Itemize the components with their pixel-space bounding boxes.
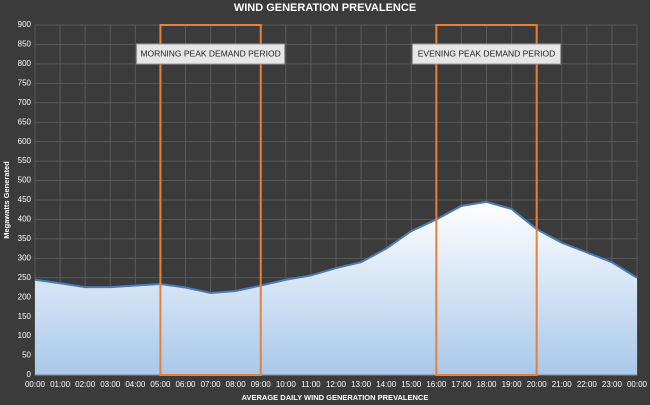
x-tick-label: 19:00 bbox=[502, 380, 523, 389]
peak-period-box bbox=[435, 24, 538, 376]
y-tick-label: 750 bbox=[18, 78, 32, 87]
x-tick-label: 00:00 bbox=[25, 380, 46, 389]
y-tick-label: 650 bbox=[18, 117, 32, 126]
x-tick-label: 11:00 bbox=[301, 380, 321, 389]
x-tick-label: 14:00 bbox=[376, 380, 397, 389]
y-tick-label: 600 bbox=[18, 137, 32, 146]
y-tick-label: 800 bbox=[18, 59, 32, 68]
x-tick-label: 06:00 bbox=[175, 380, 196, 389]
x-tick-label: 10:00 bbox=[276, 380, 297, 389]
peak-period-box bbox=[159, 24, 262, 376]
annotation-label: MORNING PEAK DEMAND PERIOD bbox=[140, 48, 280, 58]
x-tick-label: 08:00 bbox=[226, 380, 247, 389]
x-tick-label: 03:00 bbox=[100, 380, 121, 389]
x-tick-label: 02:00 bbox=[75, 380, 96, 389]
y-tick-label: 0 bbox=[27, 370, 32, 379]
chart-title: WIND GENERATION PREVALENCE bbox=[234, 2, 416, 14]
y-tick-label: 50 bbox=[22, 351, 31, 360]
y-tick-label: 400 bbox=[18, 215, 32, 224]
annotation-label: EVENING PEAK DEMAND PERIOD bbox=[418, 48, 555, 58]
y-tick-label: 150 bbox=[18, 312, 32, 321]
y-tick-label: 300 bbox=[18, 253, 32, 262]
x-tick-label: 20:00 bbox=[527, 380, 548, 389]
area-fill bbox=[35, 201, 637, 375]
x-tick-label: 12:00 bbox=[326, 380, 347, 389]
x-tick-label: 01:00 bbox=[50, 380, 71, 389]
x-tick-label: 00:00 bbox=[627, 380, 648, 389]
y-tick-label: 350 bbox=[18, 234, 32, 243]
x-tick-label: 17:00 bbox=[451, 380, 472, 389]
x-tick-label: 22:00 bbox=[577, 380, 598, 389]
y-tick-label: 100 bbox=[18, 331, 32, 340]
y-tick-label: 850 bbox=[18, 40, 32, 49]
annotation-label-box bbox=[412, 43, 561, 65]
y-tick-label: 200 bbox=[18, 292, 32, 301]
annotation-label-box bbox=[136, 43, 286, 65]
y-tick-label: 450 bbox=[18, 195, 32, 204]
y-tick-label: 500 bbox=[18, 176, 32, 185]
y-axis-title: Megawatts Generated bbox=[2, 161, 11, 239]
x-tick-label: 23:00 bbox=[602, 380, 623, 389]
x-tick-label: 04:00 bbox=[125, 380, 146, 389]
x-tick-label: 16:00 bbox=[426, 380, 447, 389]
x-tick-label: 13:00 bbox=[351, 380, 372, 389]
x-tick-label: 05:00 bbox=[150, 380, 171, 389]
x-tick-label: 07:00 bbox=[201, 380, 222, 389]
y-tick-label: 250 bbox=[18, 273, 32, 282]
x-tick-label: 15:00 bbox=[401, 380, 422, 389]
y-tick-label: 550 bbox=[18, 156, 32, 165]
x-tick-label: 09:00 bbox=[251, 380, 272, 389]
y-tick-label: 900 bbox=[18, 20, 32, 29]
x-tick-label: 21:00 bbox=[552, 380, 573, 389]
x-tick-label: 18:00 bbox=[476, 380, 497, 389]
y-tick-label: 700 bbox=[18, 98, 32, 107]
x-axis-title: AVERAGE DAILY WIND GENERATION PREVALENCE bbox=[242, 393, 429, 402]
